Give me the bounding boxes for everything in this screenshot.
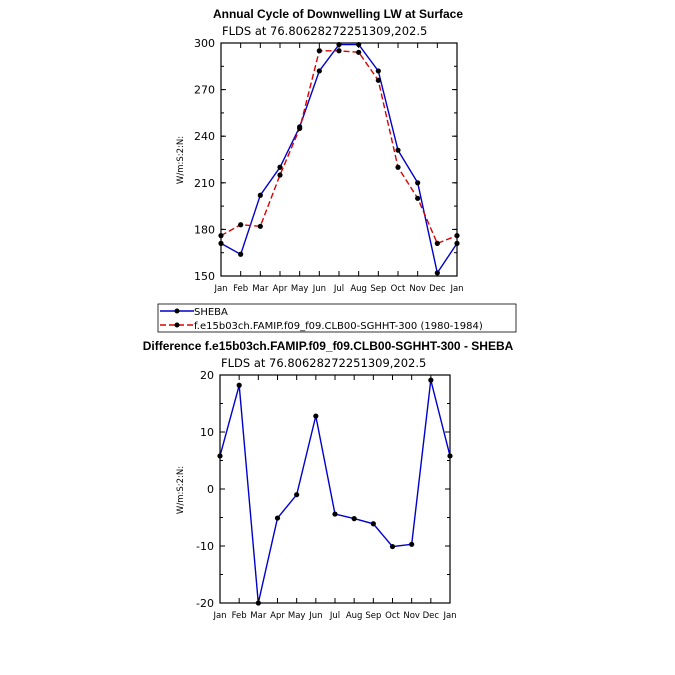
legend: SHEBA f.e15b03ch.FAMIP.f09_f09.CLB00-SGH… [157, 303, 517, 333]
plot-frame [220, 42, 458, 277]
y-tick-label: 150 [194, 270, 215, 283]
annual-cycle-chart: Annual Cycle of Downwelling LW at Surfac… [176, 7, 464, 294]
y-tick-label: 10 [200, 426, 214, 439]
data-point [316, 48, 322, 54]
y-tick-label: 270 [194, 84, 215, 97]
chart-subtitle: FLDS at 76.80628272251309,202.5 [222, 24, 427, 38]
data-point [294, 492, 300, 498]
x-tick-label: Jan [449, 284, 463, 294]
series-line [219, 379, 451, 604]
data-point [415, 195, 421, 201]
data-point [434, 240, 440, 246]
x-tick-label: Jun [312, 284, 326, 294]
data-point [351, 516, 357, 522]
legend-box [157, 303, 517, 333]
y-tick-label: 210 [194, 177, 215, 190]
y-axis-label: W/m:S:2:N: [176, 466, 186, 514]
x-tick-label: Apr [273, 284, 288, 294]
data-point [356, 49, 362, 55]
chart-title: Difference f.e15b03ch.FAMIP.f09_f09.CLB0… [143, 339, 514, 353]
y-tick-label: 20 [200, 369, 214, 382]
x-tick-label: Oct [391, 284, 406, 294]
x-tick-label: Dec [429, 284, 446, 294]
data-point [277, 172, 283, 178]
x-tick-label: Nov [409, 284, 426, 294]
series-line [220, 50, 458, 245]
data-point [332, 511, 338, 517]
legend-marker-sheba [174, 308, 180, 314]
x-tick-label: Oct [385, 611, 400, 621]
y-tick-label: 300 [194, 37, 215, 50]
series-line [220, 43, 458, 275]
x-tick-label: Jul [329, 611, 340, 621]
data-point [395, 164, 401, 170]
data-point [274, 515, 281, 521]
data-point [428, 377, 434, 383]
legend-label-sheba: SHEBA [194, 307, 228, 318]
y-tick-label: -10 [196, 540, 214, 553]
x-tick-label: Feb [232, 611, 247, 621]
data-point [297, 125, 303, 132]
data-point [415, 180, 421, 186]
data-point [238, 222, 244, 228]
x-tick-label: Jul [333, 284, 344, 294]
y-tick-label: 0 [207, 483, 214, 496]
data-point [389, 543, 396, 550]
y-tick-label: -20 [196, 597, 214, 610]
x-tick-label: May [291, 284, 309, 294]
x-tick-label: May [288, 611, 306, 621]
data-point [375, 77, 381, 83]
x-tick-label: Mar [252, 284, 269, 294]
x-tick-label: Mar [250, 611, 267, 621]
y-tick-label: 240 [194, 130, 215, 143]
chart-title: Annual Cycle of Downwelling LW at Surfac… [213, 7, 463, 21]
x-tick-label: Aug [350, 284, 367, 294]
x-tick-label: Feb [233, 284, 248, 294]
data-point [370, 521, 376, 527]
chart-subtitle: FLDS at 76.80628272251309,202.5 [221, 356, 426, 370]
x-tick-label: Dec [423, 611, 440, 621]
data-point [257, 223, 263, 229]
x-tick-label: Sep [370, 284, 386, 294]
x-tick-label: Jun [308, 611, 322, 621]
y-axis-label: W/m:S:2:N: [176, 136, 186, 184]
x-tick-label: Jan [213, 284, 227, 294]
data-point [277, 164, 283, 170]
data-point [395, 147, 401, 153]
data-point [375, 68, 381, 74]
x-tick-label: Aug [346, 611, 363, 621]
data-point [409, 541, 415, 547]
data-point [313, 413, 319, 419]
difference-chart: Difference f.e15b03ch.FAMIP.f09_f09.CLB0… [143, 339, 514, 621]
x-tick-label: Apr [270, 611, 285, 621]
data-point [257, 192, 263, 198]
data-point [336, 48, 342, 54]
legend-label-model: f.e15b03ch.FAMIP.f09_f09.CLB00-SGHHT-300… [194, 321, 483, 332]
x-tick-label: Nov [403, 611, 420, 621]
legend-marker-model [174, 322, 180, 328]
data-point [316, 68, 322, 74]
data-point [236, 382, 242, 388]
x-tick-label: Jan [442, 611, 456, 621]
data-point [238, 251, 244, 257]
y-tick-label: 180 [194, 223, 215, 236]
x-tick-label: Sep [365, 611, 381, 621]
plot-frame [219, 374, 451, 604]
x-tick-label: Jan [212, 611, 226, 621]
